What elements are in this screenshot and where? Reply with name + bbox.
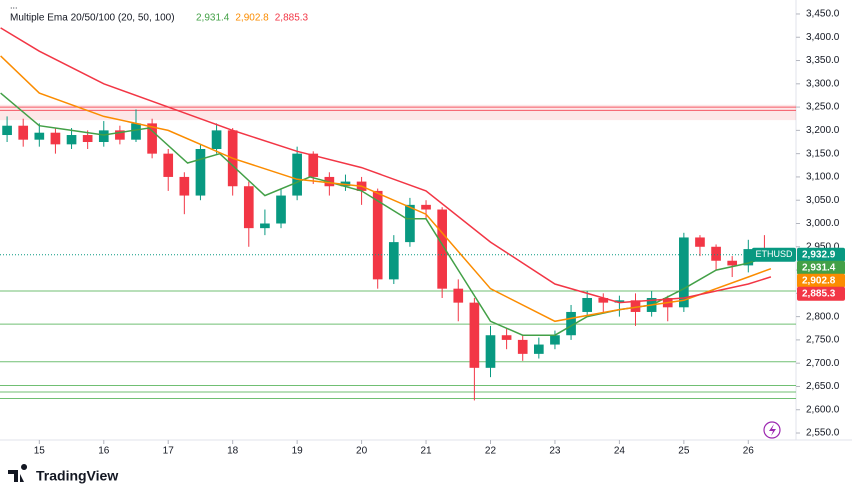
- candle-body: [405, 204, 415, 243]
- x-tick-label: 15: [34, 446, 46, 457]
- candle-body: [501, 335, 512, 340]
- candle-body: [533, 344, 544, 354]
- price-tag-label: 2,932.9: [802, 249, 836, 260]
- x-tick-label: 22: [485, 446, 497, 457]
- candle-body: [388, 242, 399, 280]
- candle-body: [292, 153, 302, 196]
- y-tick-label: 3,000.0: [806, 218, 840, 229]
- resistance-zone: [0, 104, 796, 121]
- candle-body: [211, 130, 222, 149]
- candle-body: [437, 209, 447, 289]
- replay-icon[interactable]: [763, 421, 781, 439]
- x-tick-label: 23: [549, 446, 561, 457]
- candle-body: [727, 260, 738, 266]
- legend-value: 2,931.4: [196, 13, 230, 24]
- candle-body: [243, 186, 254, 229]
- candle-body: [550, 335, 560, 345]
- y-tick-label: 3,150.0: [806, 148, 840, 159]
- candle-body: [98, 130, 109, 143]
- ema-line: [0, 92, 772, 336]
- x-tick-label: 19: [292, 446, 304, 457]
- candle-body: [163, 153, 174, 177]
- candle-body: [34, 132, 45, 140]
- candle-body: [276, 195, 286, 224]
- y-tick-label: 3,250.0: [806, 102, 840, 113]
- candle-body: [115, 130, 125, 140]
- candle-body: [308, 153, 319, 177]
- candle-body: [260, 223, 270, 229]
- y-tick-label: 2,600.0: [806, 404, 840, 415]
- legend-value: 2,885.3: [275, 13, 309, 24]
- ema-tag-label: 2,885.3: [802, 288, 836, 299]
- symbol-label: ETHUSD: [755, 249, 793, 259]
- price-tag: [797, 247, 845, 262]
- candle-body: [517, 339, 528, 354]
- y-tick-label: 2,950.0: [806, 241, 840, 252]
- candle-body: [147, 123, 157, 154]
- ema-tag-label: 2,902.8: [802, 275, 836, 286]
- y-tick-label: 2,650.0: [806, 381, 840, 392]
- x-tick-label: 18: [227, 446, 239, 457]
- candle-body: [195, 148, 206, 196]
- x-tick-label: 17: [163, 446, 175, 457]
- candle-body: [711, 246, 721, 261]
- symbol-tag: [752, 247, 796, 262]
- candle-body: [566, 311, 576, 336]
- logo: TradingView: [8, 464, 118, 484]
- ema-tag-label: 2,931.4: [802, 262, 836, 273]
- candle-body: [2, 125, 12, 136]
- x-tick-label: 20: [356, 446, 368, 457]
- legend: 2,931.4 2,902.8 2,885.3: [196, 13, 309, 24]
- y-tick-label: 2,550.0: [806, 428, 840, 439]
- candle-body: [453, 288, 464, 303]
- ema-tag: [797, 273, 845, 288]
- y-tick-label: 3,350.0: [806, 55, 840, 66]
- candle-body: [485, 335, 496, 368]
- brand: TradingView: [36, 468, 118, 484]
- x-tick-label: 21: [420, 446, 432, 457]
- indicator-name: Multiple Ema 20/50/100 (20, 50, 100): [10, 13, 175, 24]
- candle-body: [582, 297, 593, 312]
- x-tick-label: 24: [614, 446, 626, 457]
- candle-body: [630, 300, 641, 312]
- candle-body: [695, 237, 705, 247]
- y-tick-label: 2,700.0: [806, 358, 840, 369]
- plot-area: [0, 27, 796, 401]
- candle-body: [743, 249, 754, 266]
- candle-body: [50, 132, 61, 145]
- legend-value: 2,902.8: [235, 13, 269, 24]
- candle-body: [131, 123, 141, 140]
- candle-body: [598, 297, 609, 303]
- candle-body: [372, 190, 383, 280]
- y-tick-label: 2,750.0: [806, 335, 840, 346]
- candle-body: [469, 302, 480, 368]
- y-tick-label: 3,200.0: [806, 125, 840, 136]
- y-tick-label: 3,400.0: [806, 32, 840, 43]
- y-tick-label: 3,450.0: [806, 9, 840, 20]
- ema-tag: [797, 260, 845, 275]
- candle-body: [679, 237, 689, 308]
- candle-body: [82, 135, 93, 143]
- axes: 2,550.0 2,600.0 2,650.0 2,700.0 2,750.0 2,800…: [34, 9, 845, 457]
- candle-body: [421, 204, 431, 210]
- x-tick-label: 16: [98, 446, 110, 457]
- y-tick-label: 3,050.0: [806, 195, 840, 206]
- dots: ...: [10, 0, 18, 10]
- x-tick-label: 26: [743, 446, 755, 457]
- y-tick-label: 3,300.0: [806, 78, 840, 89]
- ema-line: [0, 55, 772, 323]
- x-tick-label: 25: [678, 446, 690, 457]
- y-tick-label: 3,100.0: [806, 172, 840, 183]
- candle-body: [179, 176, 190, 196]
- candle-body: [18, 125, 29, 140]
- y-tick-label: 2,800.0: [806, 311, 840, 322]
- ema-line: [0, 27, 772, 304]
- ema-tag: [797, 286, 845, 301]
- candle-body: [614, 300, 625, 303]
- candle-body: [66, 135, 77, 145]
